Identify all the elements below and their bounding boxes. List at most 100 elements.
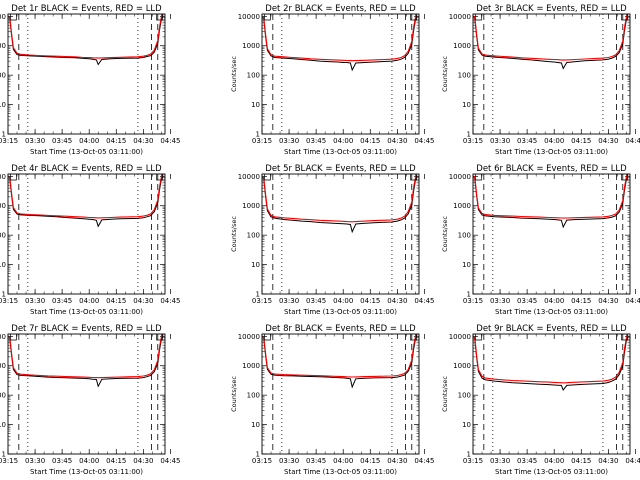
corner-bracket-left [475,334,482,341]
y-tick-label: 100 [458,72,471,80]
y-tick-label: 100 [247,232,260,240]
corner-bracket-right [156,14,163,21]
x-tick-label: 04:15 [106,137,126,145]
events-series-line [262,176,418,234]
y-tick-label: 100 [247,392,260,400]
y-tick-label: 10000 [238,333,260,341]
x-axis-label: Start Time (13-Oct-05 03:11:00) [495,148,608,156]
y-tick-label: 1000 [453,362,471,370]
x-tick-label: 03:45 [306,457,326,465]
y-tick-label: 10000 [0,173,6,181]
panel-title: Det 1r BLACK = Events, RED = LLD [11,4,162,14]
y-tick-label: 1000 [242,362,260,370]
x-tick-label: 03:15 [252,457,272,465]
panel-title: Det 6r BLACK = Events, RED = LLD [476,164,627,174]
events-series-line [8,175,164,228]
x-tick-label: 04:30 [387,297,407,305]
x-tick-label: 03:15 [463,137,483,145]
events-series-line [262,15,418,72]
y-tick-label: 10 [462,101,471,109]
y-tick-label: 10000 [238,173,260,181]
x-axis-label: Start Time (13-Oct-05 03:11:00) [495,308,608,316]
y-axis-label: Counts/sec [230,56,238,92]
detector-panel: Det 3r BLACK = Events, RED = LLD Counts/s… [441,4,640,156]
panel-title: Det 3r BLACK = Events, RED = LLD [476,4,627,14]
series-group [262,174,418,234]
corner-bracket-right [621,174,628,181]
y-tick-label: 1 [2,451,6,459]
x-tick-label: 04:15 [106,297,126,305]
y-tick-label: 10000 [449,333,471,341]
series-group [8,174,164,228]
x-tick-label: 04:15 [106,457,126,465]
x-tick-label: 04:15 [360,457,380,465]
y-axis-label: Counts/sec [230,376,238,412]
x-axis-label: Start Time (13-Oct-05 03:11:00) [30,148,143,156]
y-tick-label: 1000 [453,202,471,210]
y-tick-label: 10000 [449,173,471,181]
x-tick-label: 04:30 [387,457,407,465]
panel-title: Det 5r BLACK = Events, RED = LLD [265,164,416,174]
detector-panel: Det 9r BLACK = Events, RED = LLD Counts/s… [441,324,640,476]
events-series-line [8,15,164,66]
x-tick-label: 04:30 [387,137,407,145]
x-tick-label: 04:00 [544,297,564,305]
corner-bracket-left [10,174,17,181]
x-tick-label: 04:00 [333,457,353,465]
series-group [473,174,629,229]
y-tick-label: 10 [251,261,260,269]
y-tick-label: 10000 [0,13,6,21]
detector-panel: Det 8r BLACK = Events, RED = LLD Counts/s… [230,324,435,476]
y-tick-label: 1 [2,291,6,299]
x-tick-label: 04:00 [544,457,564,465]
y-axis-label: Counts/sec [441,216,449,252]
detector-panel: Det 4r BLACK = Events, RED = LLDCounts/s… [0,164,181,316]
series-group [262,14,418,72]
x-tick-label: 04:00 [79,297,99,305]
x-tick-label: 03:15 [252,137,272,145]
x-tick-label: 03:45 [52,137,72,145]
x-tick-label: 04:45 [625,297,640,305]
y-tick-label: 1000 [0,362,6,370]
corner-bracket-right [410,334,417,341]
detector-panel: Det 2r BLACK = Events, RED = LLD Counts/s… [230,4,435,156]
y-tick-label: 1 [256,291,260,299]
x-tick-label: 03:30 [490,137,510,145]
x-tick-label: 04:30 [133,457,153,465]
y-tick-label: 1 [467,131,471,139]
y-tick-label: 1000 [0,42,6,50]
lld-series-line [8,14,164,59]
x-tick-label: 03:30 [490,297,510,305]
x-axis-label: Start Time (13-Oct-05 03:11:00) [284,148,397,156]
y-tick-label: 1 [256,451,260,459]
y-tick-label: 10 [0,261,6,269]
y-tick-label: 100 [0,392,6,400]
y-axis-label: Counts/sec [441,56,449,92]
events-series-line [473,336,629,391]
x-tick-label: 04:45 [625,137,640,145]
x-tick-label: 04:15 [360,137,380,145]
corner-bracket-left [264,14,271,21]
x-tick-label: 03:30 [25,457,45,465]
y-tick-label: 10000 [0,333,6,341]
detector-panel: Det 6r BLACK = Events, RED = LLD Counts/s… [441,164,640,316]
x-tick-label: 04:45 [625,457,640,465]
plot-frame [261,333,420,455]
y-tick-label: 10000 [238,13,260,21]
detector-panel: Det 7r BLACK = Events, RED = LLDCounts/s… [0,324,181,476]
y-tick-label: 10 [462,261,471,269]
x-tick-label: 03:15 [0,137,18,145]
corner-bracket-right [156,174,163,181]
x-axis-label: Start Time (13-Oct-05 03:11:00) [495,468,608,476]
panel-title: Det 7r BLACK = Events, RED = LLD [11,324,162,334]
lld-series-line [262,334,418,378]
y-tick-label: 100 [458,232,471,240]
x-tick-label: 03:45 [517,457,537,465]
lld-series-line [473,14,629,61]
x-tick-label: 04:00 [79,457,99,465]
plot-frame [261,13,420,135]
x-tick-label: 04:00 [333,297,353,305]
x-tick-label: 04:30 [133,137,153,145]
x-tick-label: 04:30 [598,297,618,305]
y-tick-label: 100 [458,392,471,400]
